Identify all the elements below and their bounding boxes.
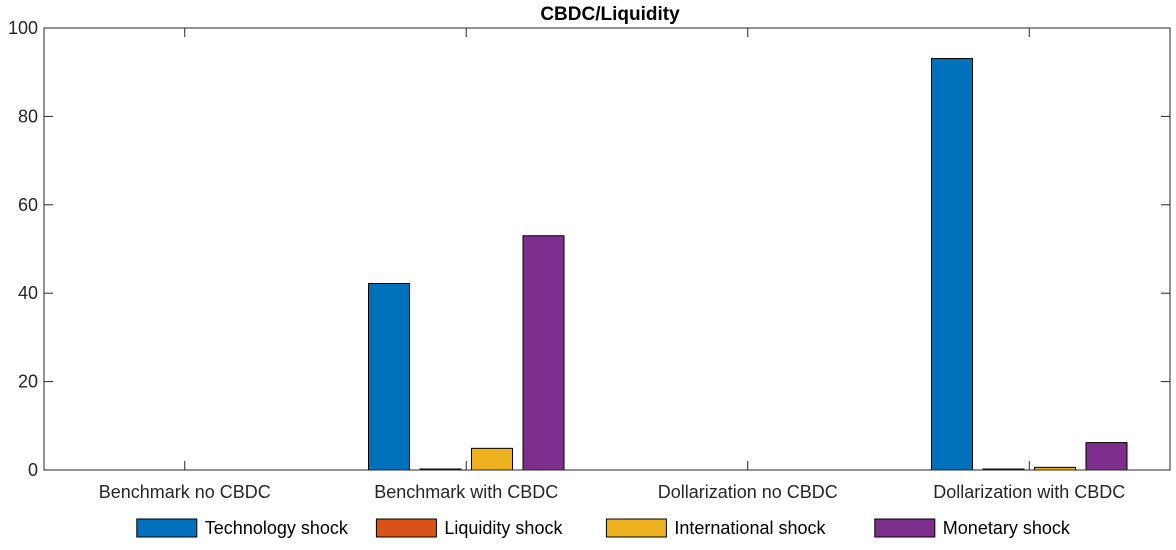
y-tick-label: 0 [28,460,38,480]
legend-swatch [605,518,667,538]
x-tick-label: Benchmark no CBDC [99,482,271,502]
legend-label: International shock [674,518,826,538]
legend-label: Monetary shock [943,518,1071,538]
legend-swatch [136,518,198,538]
y-tick-label: 100 [8,18,38,38]
legend: Technology shock Liquidity shock Internati… [136,518,1071,538]
bar [1085,442,1128,471]
plot-area: 0 20 40 60 80 100 Benchmark no CBDC Benchmark w… [8,18,1170,502]
x-tick-label: Benchmark with CBDC [374,482,558,502]
y-tick-label: 60 [18,195,38,215]
bar [368,282,410,471]
legend-swatch [375,518,437,538]
y-tick-label: 20 [18,372,38,392]
legend-label: Liquidity shock [444,518,563,538]
y-tick-label: 40 [18,283,38,303]
x-tick-label: Dollarization with CBDC [933,482,1125,502]
y-tick-label: 80 [18,106,38,126]
axes-box [43,27,1171,471]
legend-label: Technology shock [205,518,349,538]
bar [931,57,973,471]
chart-title: CBDC/Liquidity [540,4,680,25]
bar [522,235,565,471]
x-tick-label: Dollarization no CBDC [658,482,838,502]
legend-swatch [874,518,936,538]
bar [471,447,513,471]
